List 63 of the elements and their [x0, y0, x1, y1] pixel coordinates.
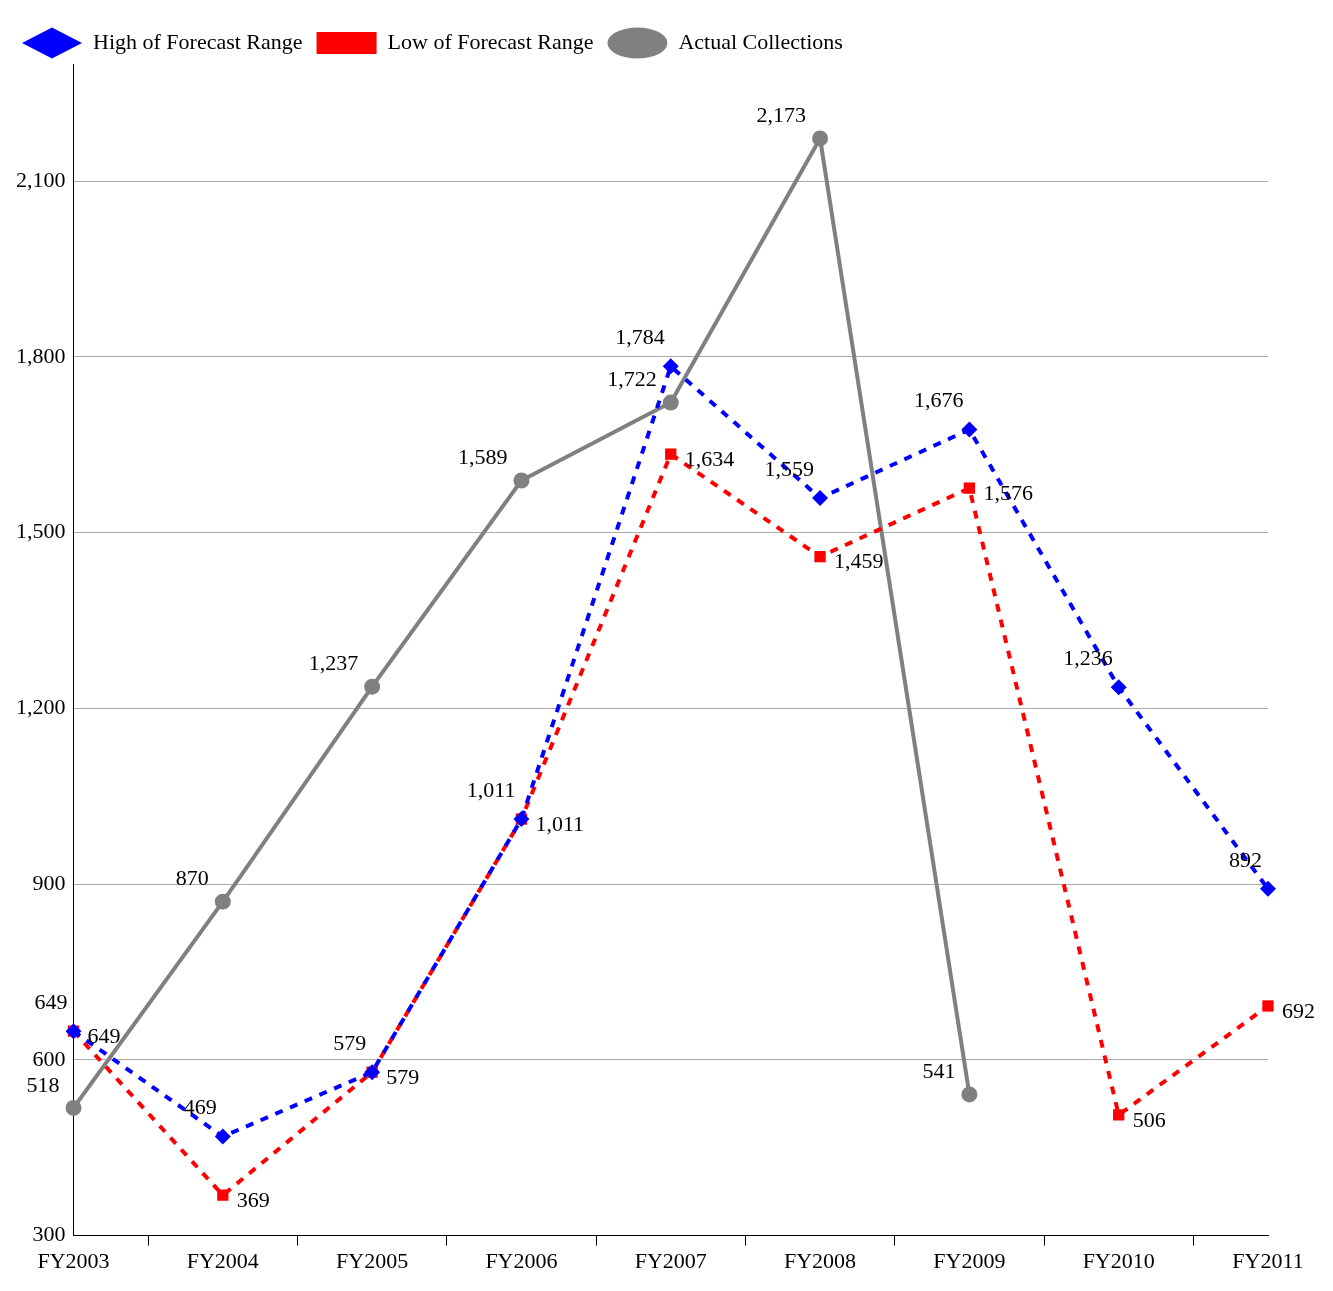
point — [662, 394, 679, 411]
point — [1262, 1000, 1274, 1012]
point — [963, 482, 976, 494]
point — [812, 130, 829, 147]
x-tick-label: FY2008 — [784, 1247, 857, 1273]
data-label: 649 — [87, 1022, 121, 1048]
x-tick-label: FY2007 — [634, 1247, 707, 1273]
data-label: 518 — [26, 1071, 60, 1097]
point — [662, 358, 679, 375]
legend-label: Actual Collections — [678, 28, 843, 54]
y-tick-label: 600 — [32, 1045, 66, 1071]
data-label: 369 — [236, 1186, 270, 1212]
x-tick-label: FY2011 — [1232, 1247, 1304, 1273]
y-tick-label: 1,200 — [16, 694, 66, 720]
data-label: 541 — [922, 1058, 956, 1084]
legend-label: High of Forecast Range — [93, 28, 303, 54]
point — [1113, 1109, 1125, 1121]
data-label: 1,011 — [466, 776, 516, 802]
data-label: 892 — [1229, 846, 1262, 872]
data-label: 1,634 — [684, 445, 735, 471]
x-tick-label: FY2005 — [336, 1247, 409, 1273]
data-label: 649 — [34, 988, 68, 1014]
data-label: 870 — [175, 865, 209, 891]
point — [1260, 880, 1276, 897]
x-tick-label: FY2010 — [1082, 1247, 1155, 1273]
point — [364, 678, 381, 695]
point — [214, 1128, 231, 1145]
data-label: 1,784 — [615, 324, 665, 350]
x-tick-label: FY2004 — [186, 1247, 259, 1273]
point — [961, 421, 978, 438]
data-label: 1,236 — [1063, 645, 1113, 671]
y-tick-label: 1,800 — [16, 342, 66, 368]
y-tick-label: 300 — [32, 1221, 66, 1247]
x-tick-label: FY2009 — [933, 1247, 1006, 1273]
point — [217, 1189, 229, 1201]
data-label: 1,459 — [834, 548, 884, 574]
x-tick-label: FY2003 — [37, 1247, 110, 1273]
y-tick-label: 1,500 — [16, 518, 66, 544]
data-label: 579 — [386, 1063, 420, 1089]
point — [665, 448, 677, 460]
data-label: 1,011 — [535, 810, 585, 836]
data-label: 1,722 — [607, 366, 657, 392]
point — [513, 472, 530, 489]
data-label: 692 — [1282, 997, 1315, 1023]
point — [65, 1099, 82, 1116]
data-label: 2,173 — [756, 102, 807, 128]
data-label: 1,576 — [983, 479, 1033, 505]
x-tick-label: FY2006 — [485, 1247, 558, 1273]
data-label: 506 — [1132, 1106, 1166, 1132]
data-label: 1,676 — [913, 387, 964, 413]
data-label: 579 — [333, 1029, 367, 1055]
legend-label: Low of Forecast Range — [387, 28, 594, 54]
point — [961, 1086, 978, 1103]
data-label: 469 — [183, 1094, 217, 1120]
data-label: 1,237 — [308, 650, 359, 676]
data-label: 1,559 — [764, 455, 815, 481]
point — [214, 893, 231, 910]
point — [814, 551, 826, 563]
y-tick-label: 2,100 — [16, 166, 66, 192]
y-tick-label: 900 — [32, 869, 66, 895]
point — [812, 490, 829, 507]
data-label: 1,589 — [457, 444, 508, 470]
point — [1110, 679, 1127, 696]
